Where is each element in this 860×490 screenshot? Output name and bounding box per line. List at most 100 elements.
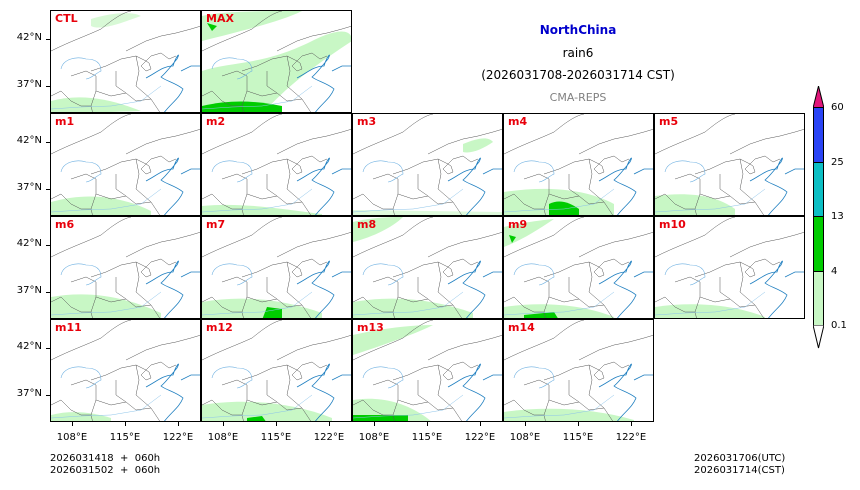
y-tick-label: 37°N [16, 79, 42, 90]
valid-time-cst: 2026031714(CST) [694, 465, 785, 476]
x-tick-label: 115°E [260, 432, 292, 443]
rain-map [202, 320, 351, 421]
colorbar-segment-4 [813, 271, 824, 326]
init-time-2: 2026031502 + 060h [50, 465, 161, 476]
panel-label: m6 [55, 218, 75, 231]
map-panel-m2: m2 [201, 113, 352, 216]
x-tick [578, 422, 579, 426]
x-tick-label: 115°E [562, 432, 594, 443]
rain-map [202, 217, 351, 318]
panel-label: m2 [206, 115, 226, 128]
rain-map [504, 114, 653, 215]
region-title: NorthChina [539, 23, 617, 37]
colorbar-max-arrow [813, 86, 824, 108]
y-tick [46, 39, 50, 40]
rain-map [353, 320, 502, 421]
colorbar-segment-25 [813, 162, 824, 217]
y-tick [46, 395, 50, 396]
panel-label: m12 [206, 321, 233, 334]
y-tick [46, 86, 50, 87]
map-panel-m14: m14 [503, 319, 654, 422]
panel-label: m7 [206, 218, 226, 231]
colorbar-label-60: 60 [831, 102, 844, 113]
rain-map [51, 320, 200, 421]
rain-map [504, 217, 653, 318]
y-tick [46, 292, 50, 293]
rain-map [655, 217, 804, 318]
map-panel-max: MAX [201, 10, 352, 113]
panel-label: m13 [357, 321, 384, 334]
init-time-1: 2026031418 + 060h [50, 453, 161, 464]
map-panel-m3: m3 [352, 113, 503, 216]
y-tick-label: 37°N [16, 285, 42, 296]
rain-map [353, 114, 502, 215]
x-tick-label: 122°E [313, 432, 345, 443]
x-tick [72, 422, 73, 426]
rain-map [202, 114, 351, 215]
rain-map [353, 217, 502, 318]
y-tick-label: 37°N [16, 388, 42, 399]
panel-label: m5 [659, 115, 679, 128]
map-panel-m8: m8 [352, 216, 503, 319]
map-panel-m13: m13 [352, 319, 503, 422]
rain-map [51, 11, 200, 112]
rain-map [655, 114, 804, 215]
map-panel-m4: m4 [503, 113, 654, 216]
variable-title: rain6 [562, 46, 594, 60]
map-panel-m1: m1 [50, 113, 201, 216]
x-tick [276, 422, 277, 426]
y-tick [46, 348, 50, 349]
x-tick [480, 422, 481, 426]
panel-label: m14 [508, 321, 535, 334]
x-tick-label: 122°E [464, 432, 496, 443]
panel-label: m10 [659, 218, 686, 231]
panel-label: m4 [508, 115, 528, 128]
y-tick-label: 37°N [16, 182, 42, 193]
x-tick-label: 122°E [615, 432, 647, 443]
map-panel-m6: m6 [50, 216, 201, 319]
y-tick [46, 245, 50, 246]
init-time-block: 2026031418 + 060h 2026031502 + 060h [50, 453, 160, 477]
panel-label: m9 [508, 218, 528, 231]
colorbar-label-0.1: 0.1 [831, 320, 847, 331]
map-panel-m7: m7 [201, 216, 352, 319]
x-tick [329, 422, 330, 426]
model-title: CMA-REPS [549, 91, 607, 104]
y-tick-label: 42°N [16, 238, 42, 249]
rain-map [504, 320, 653, 421]
x-tick-label: 108°E [509, 432, 541, 443]
map-panel-m12: m12 [201, 319, 352, 422]
x-tick [178, 422, 179, 426]
colorbar-label-13: 13 [831, 211, 844, 222]
x-tick [125, 422, 126, 426]
x-tick-label: 122°E [162, 432, 194, 443]
rain-map [51, 217, 200, 318]
x-tick [631, 422, 632, 426]
x-tick-label: 115°E [411, 432, 443, 443]
x-tick [525, 422, 526, 426]
x-tick [427, 422, 428, 426]
x-tick-label: 108°E [358, 432, 390, 443]
x-tick [374, 422, 375, 426]
colorbar-label-4: 4 [831, 266, 838, 277]
panel-label: m11 [55, 321, 82, 334]
colorbar-min-arrow [813, 325, 824, 349]
map-panel-m10: m10 [654, 216, 805, 319]
map-panel-m5: m5 [654, 113, 805, 216]
y-tick-label: 42°N [16, 32, 42, 43]
y-tick [46, 142, 50, 143]
valid-time-utc: 2026031706(UTC) [694, 453, 786, 464]
rain-map [51, 114, 200, 215]
x-tick [223, 422, 224, 426]
panel-label: m1 [55, 115, 75, 128]
period-title: (2026031708-2026031714 CST) [481, 68, 675, 82]
map-panel-m9: m9 [503, 216, 654, 319]
panel-label: CTL [55, 12, 78, 25]
valid-time-block: 2026031706(UTC) 2026031714(CST) [694, 453, 785, 477]
colorbar-segment-60 [813, 107, 824, 163]
x-tick-label: 115°E [109, 432, 141, 443]
rain-map [202, 11, 351, 112]
map-panel-m11: m11 [50, 319, 201, 422]
panel-label: MAX [206, 12, 234, 25]
colorbar-segment-13 [813, 216, 824, 272]
